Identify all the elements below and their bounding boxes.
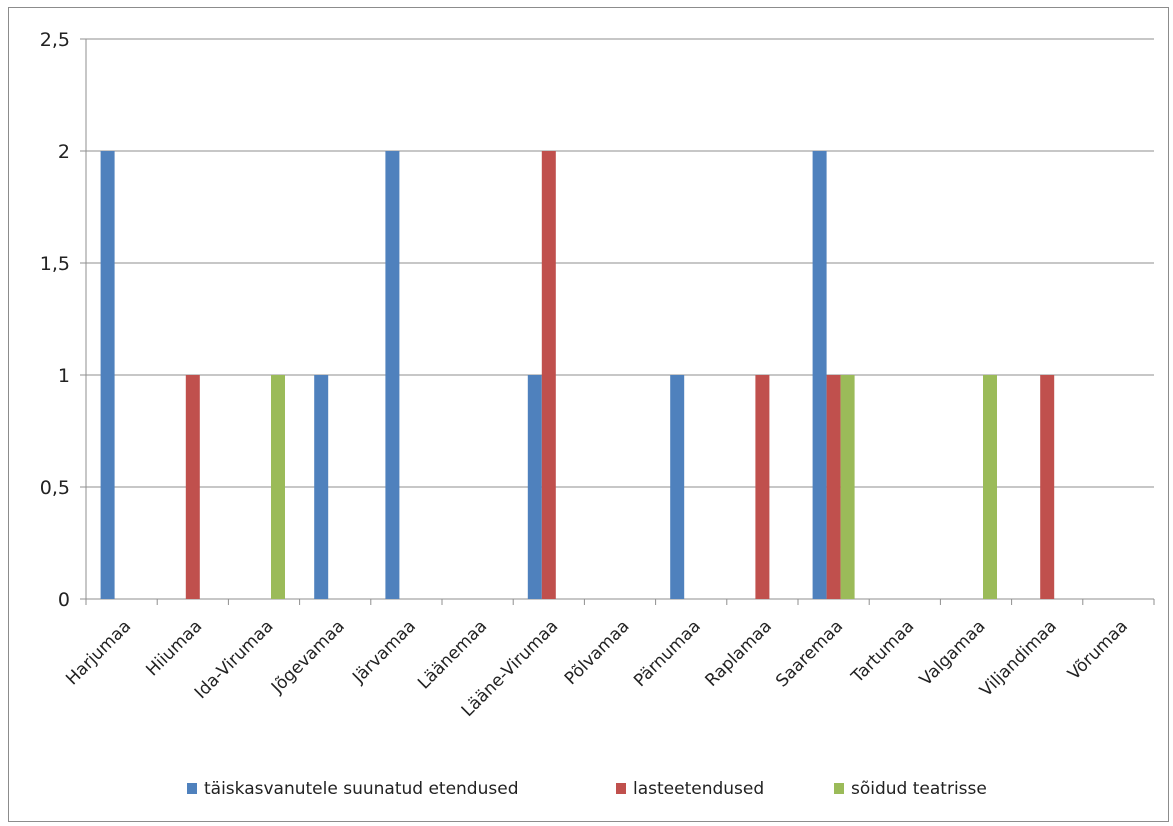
chart-frame	[8, 7, 1169, 822]
x-category-label: Võrumaa	[1064, 616, 1132, 684]
x-category-label: Läänemaa	[414, 616, 491, 693]
bar-raplamaa-series-2	[755, 375, 770, 599]
bar-hiiumaa-series-2	[185, 375, 200, 599]
y-tick-label: 0,5	[40, 477, 70, 499]
bar-pärnumaa-series-1	[670, 375, 685, 599]
legend-swatch	[834, 783, 844, 794]
x-category-label: Tartumaa	[847, 616, 918, 687]
x-category-label: Valgamaa	[916, 616, 990, 690]
y-tick-label: 2,5	[40, 29, 70, 51]
legend-swatch	[616, 783, 626, 794]
x-category-label: Raplamaa	[702, 616, 776, 690]
bar-ida-virumaa-series-3	[271, 375, 285, 599]
x-category-label: Jõgevamaa	[267, 616, 349, 698]
x-category-label: Järvamaa	[348, 616, 420, 688]
y-tick-label: 2	[58, 141, 70, 163]
y-tick-label: 1	[58, 365, 70, 387]
bar-viljandimaa-series-2	[1040, 375, 1055, 599]
x-category-label: Hiiumaa	[142, 616, 206, 680]
x-category-label: Harjumaa	[62, 616, 135, 689]
bar-valgamaa-series-3	[983, 375, 997, 599]
bar-harjumaa-series-1	[100, 151, 115, 599]
bar-saaremaa-series-2	[826, 375, 841, 599]
bar-järvamaa-series-1	[385, 151, 400, 599]
bar-jõgevamaa-series-1	[314, 375, 329, 599]
legend-swatch	[187, 783, 197, 794]
bar-saaremaa-series-1	[812, 151, 827, 599]
y-tick-label: 0	[58, 589, 70, 611]
y-tick-label: 1,5	[40, 253, 70, 275]
x-category-label: Pärnumaa	[630, 616, 705, 691]
legend-label: täiskasvanutele suunatud etendused	[204, 779, 518, 799]
bar-lääne-virumaa-series-1	[527, 375, 542, 599]
legend-label: lasteetendused	[633, 779, 764, 799]
bar-lääne-virumaa-series-2	[541, 151, 556, 599]
bar-saaremaa-series-3	[840, 375, 855, 599]
legend-label: sõidud teatrisse	[851, 779, 987, 799]
x-category-label: Saaremaa	[772, 616, 847, 691]
x-category-label: Põlvamaa	[561, 616, 634, 689]
x-category-label: Viljandimaa	[976, 616, 1061, 701]
